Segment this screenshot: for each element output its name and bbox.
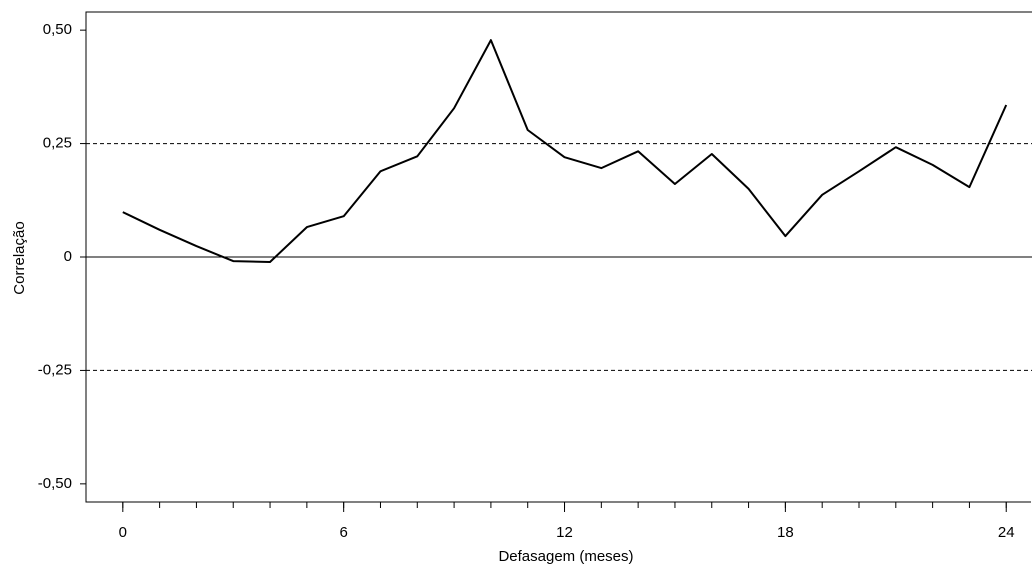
y-tick-label: 0: [64, 248, 72, 265]
x-tick-label: 6: [339, 524, 347, 541]
x-tick-label: 0: [119, 524, 127, 541]
x-axis-title: Defasagem (meses): [498, 548, 633, 565]
y-tick-label: -0,25: [38, 361, 72, 378]
y-tick-label: -0,50: [38, 475, 72, 492]
y-axis-title: Correlação: [11, 221, 28, 294]
y-tick-label: 0,25: [43, 135, 72, 152]
series-line: [122, 39, 1008, 263]
x-tick-label: 12: [556, 524, 573, 541]
x-tick-label: 24: [998, 524, 1015, 541]
y-tick-label: 0,50: [43, 21, 72, 38]
x-tick-label: 18: [777, 524, 794, 541]
